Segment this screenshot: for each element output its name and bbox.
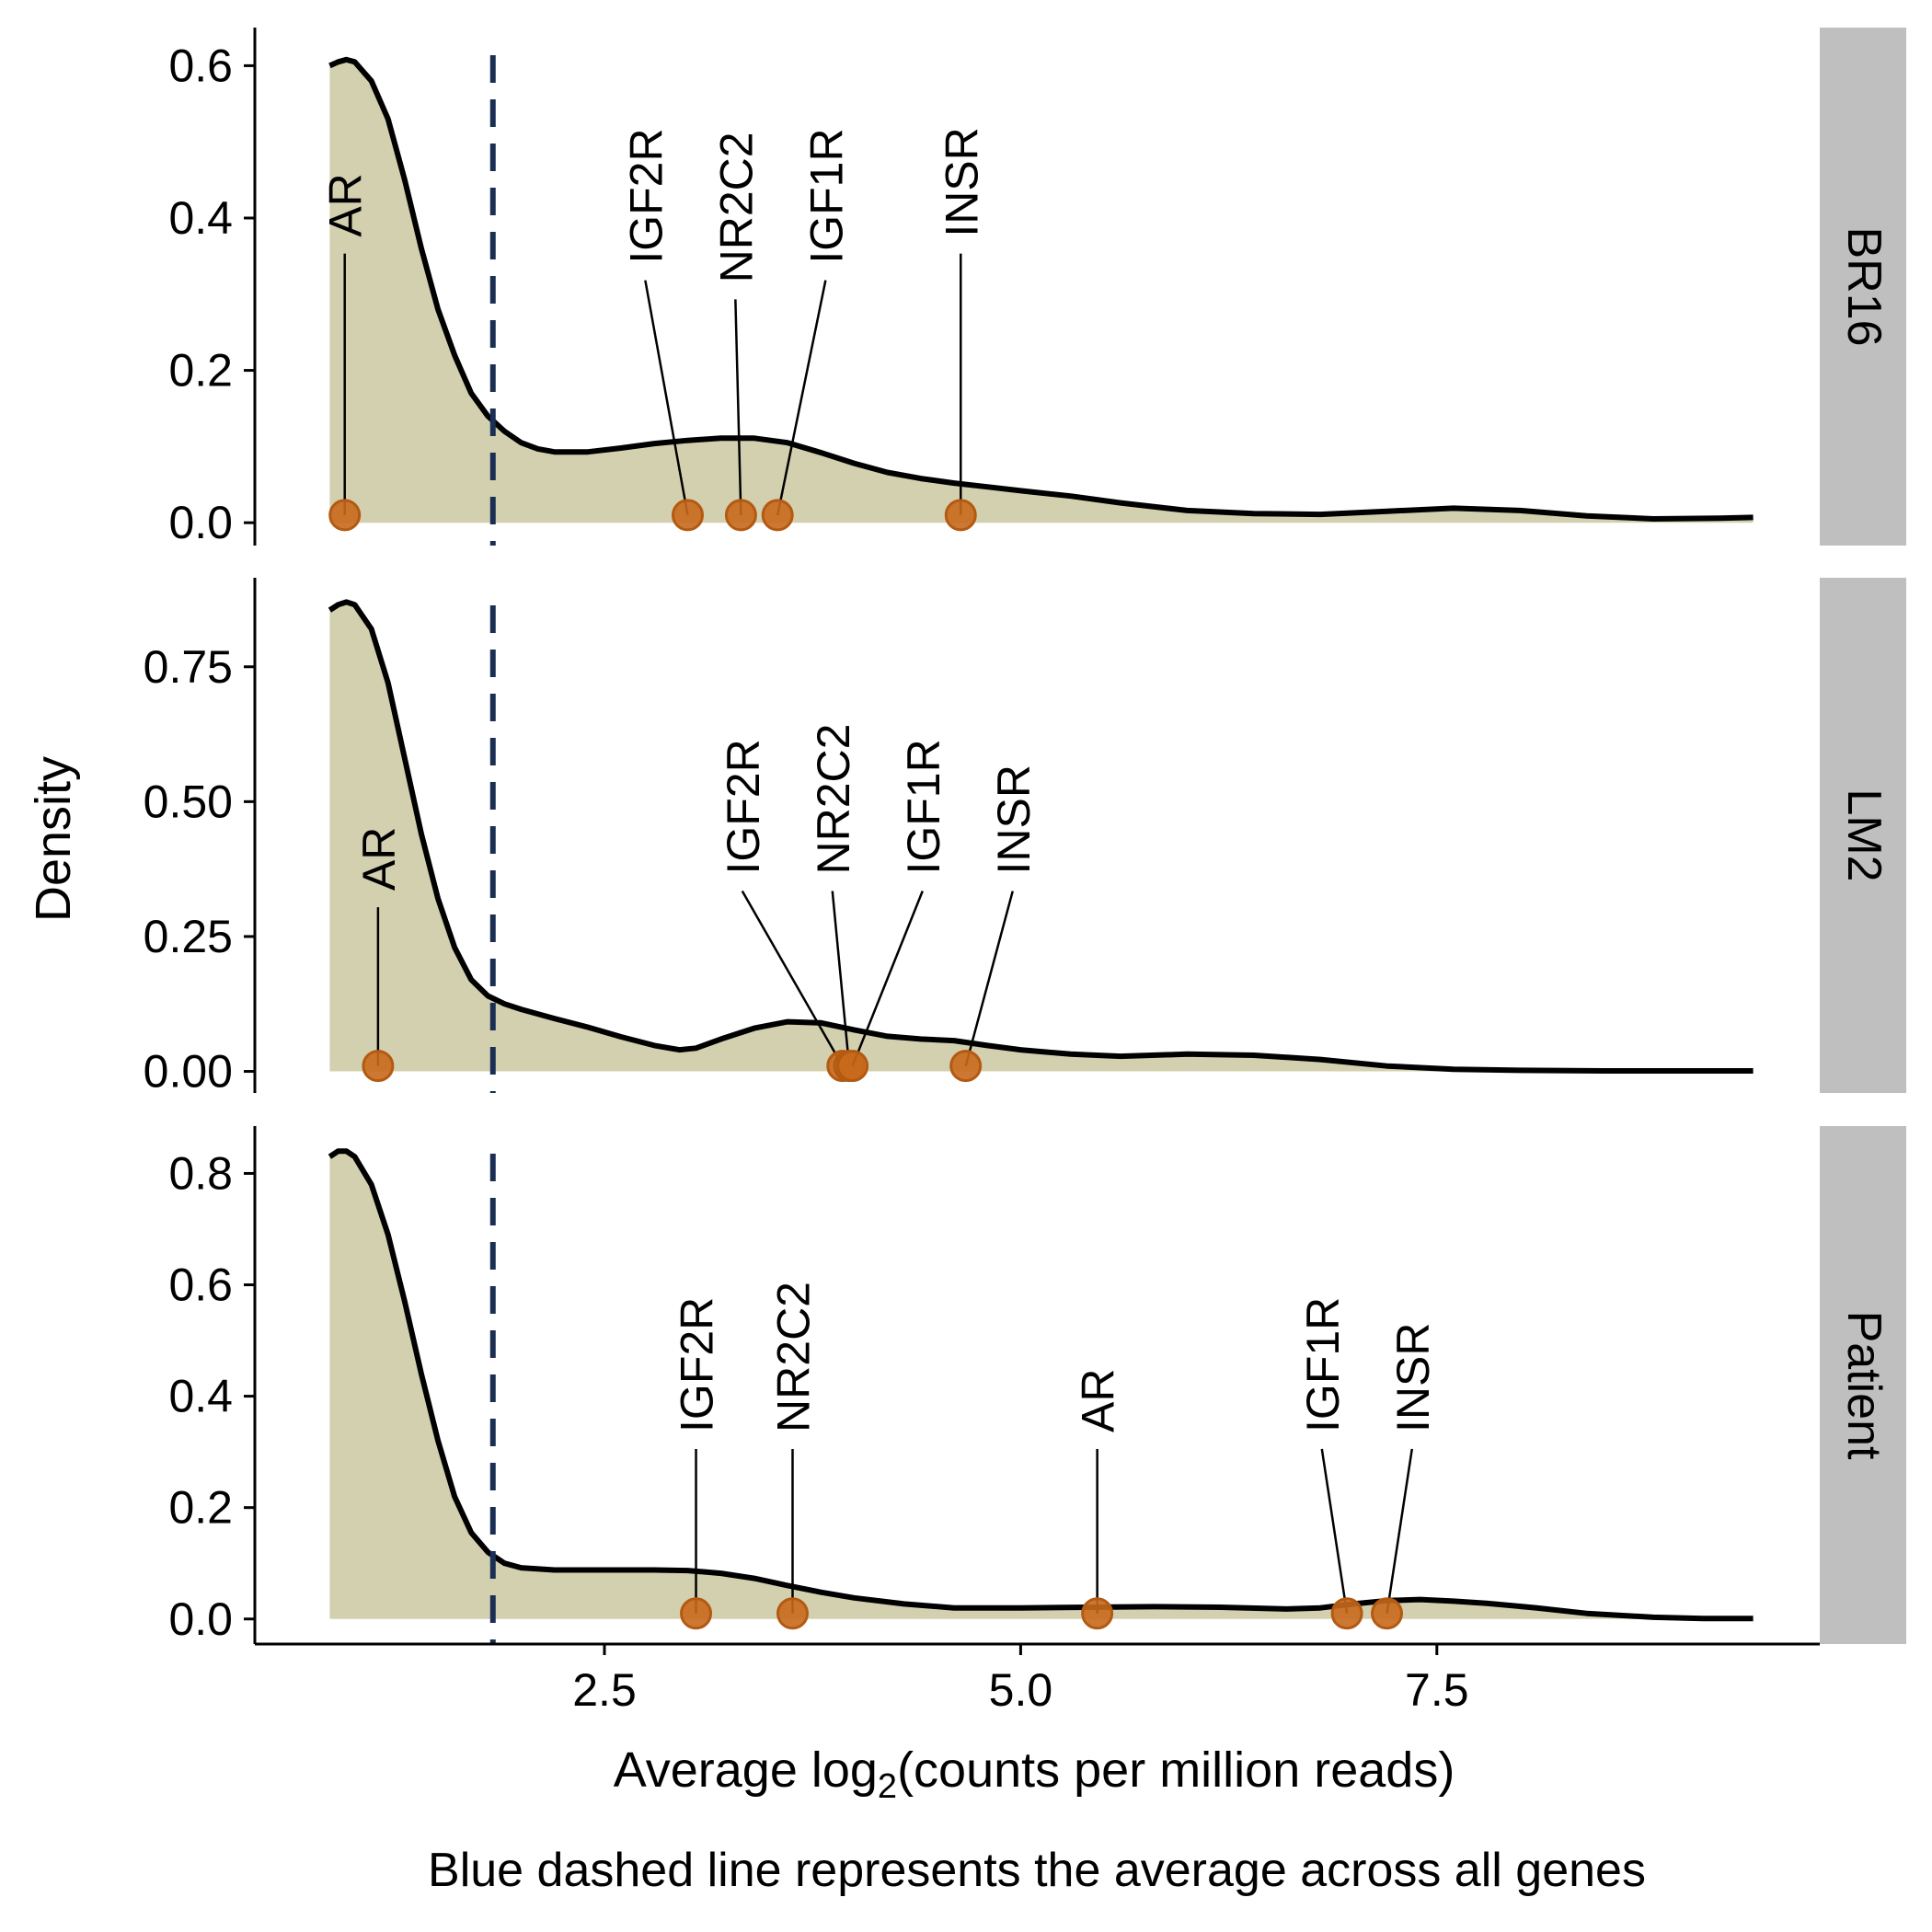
gene-label: NR2C2 <box>767 1282 819 1432</box>
density-fill <box>329 59 1754 523</box>
gene-leader-line <box>644 280 689 516</box>
gene-point <box>836 1050 869 1083</box>
gene-point <box>776 1597 809 1630</box>
facet-panel-br16: 0.0 0.2 0.4 0.6 AR IGF2R NR2C2 IGF1R INSR BR16 <box>168 28 1906 548</box>
gene-point <box>328 499 362 532</box>
y-tick-label: 0.6 <box>168 40 233 91</box>
y-tick-label: 0.25 <box>144 911 233 962</box>
gene-point <box>671 499 704 532</box>
gene-leader-line <box>741 890 844 1067</box>
gene-point <box>724 499 757 532</box>
gene-annotation-igf2r: IGF2R <box>672 1297 723 1630</box>
gene-label: IGF1R <box>800 128 852 263</box>
gene-annotation-nr2c2: NR2C2 <box>767 1282 819 1630</box>
gene-leader-line <box>1386 1448 1414 1614</box>
gene-label: NR2C2 <box>710 132 762 282</box>
facet-strip <box>1820 578 1906 1093</box>
gene-point <box>761 499 794 532</box>
x-axis: 2.5 5.0 7.5 <box>255 1642 1820 1716</box>
gene-annotation-insr: INSR <box>949 765 1040 1083</box>
chart-caption: Blue dashed line represents the average … <box>428 1844 1646 1897</box>
gene-point <box>1330 1597 1363 1630</box>
y-tick-label: 0.00 <box>144 1046 233 1098</box>
gene-label: INSR <box>936 127 987 236</box>
gene-label: AR <box>320 173 372 236</box>
gene-label: AR <box>1073 1368 1124 1432</box>
y-tick-label: 0.75 <box>144 641 233 693</box>
gene-annotation-ar: AR <box>353 827 405 1083</box>
gene-label: IGF1R <box>1297 1297 1349 1432</box>
gene-leader-line <box>964 891 1014 1067</box>
y-tick-label: 0.4 <box>168 1371 233 1422</box>
gene-point <box>680 1597 713 1630</box>
gene-leader-line <box>1320 1448 1349 1614</box>
x-axis-title-suffix: (counts per million reads) <box>897 1742 1455 1798</box>
facet-panel-patient: 0.0 0.2 0.4 0.6 0.8 IGF2R NR2C2 AR IGF1R INSR Pati… <box>168 1126 1906 1645</box>
gene-annotation-ar: AR <box>320 173 372 532</box>
facet-panel-lm2: 0.00 0.25 0.50 0.75 AR IGF2R NR2C2 IGF1R INSR LM2 <box>144 578 1906 1098</box>
gene-leader-line <box>776 280 827 516</box>
gene-annotation-igf1r: IGF1R <box>836 739 949 1083</box>
x-axis-title-subscript: 2 <box>878 1767 897 1806</box>
y-tick-label: 0.2 <box>168 345 233 397</box>
gene-point <box>362 1050 395 1083</box>
gene-label: INSR <box>1387 1322 1439 1432</box>
gene-label: INSR <box>988 765 1040 874</box>
gene-annotation-igf2r: IGF2R <box>718 739 859 1083</box>
x-tick-label: 7.5 <box>1405 1664 1469 1716</box>
facet-strip <box>1820 28 1906 546</box>
y-tick-label: 0.50 <box>144 776 233 827</box>
y-axis-title: Density <box>26 756 81 922</box>
gene-annotation-nr2c2: NR2C2 <box>710 132 762 532</box>
density-curve <box>328 599 1754 1074</box>
gene-annotation-igf2r: IGF2R <box>620 128 704 532</box>
y-tick-label: 0.4 <box>168 192 233 244</box>
gene-leader-line <box>831 891 851 1066</box>
density-fill <box>329 1151 1754 1619</box>
gene-leader-line <box>734 299 742 515</box>
gene-annotation-insr: INSR <box>1371 1322 1439 1630</box>
y-tick-label: 0.6 <box>168 1259 233 1311</box>
gene-point <box>949 1050 983 1083</box>
x-tick-label: 5.0 <box>989 1664 1053 1716</box>
gene-label: NR2C2 <box>808 724 859 875</box>
gene-point <box>944 499 977 532</box>
gene-point <box>1081 1597 1114 1630</box>
facet-strip-label: LM2 <box>1837 788 1891 881</box>
facet-panels: 0.00.20.40.6AR IGF2R NR2C2 IGF1R INSRBR160.0… <box>144 28 1906 1645</box>
gene-label: AR <box>353 827 405 891</box>
y-tick-label: 0.0 <box>168 497 233 548</box>
gene-label: IGF1R <box>898 739 949 874</box>
gene-label: IGF2R <box>620 128 672 263</box>
gene-annotation-insr: INSR <box>936 127 987 532</box>
gene-annotation-nr2c2: NR2C2 <box>808 724 866 1083</box>
gene-annotation-igf1r: IGF1R <box>1297 1297 1363 1630</box>
gene-leader-line <box>851 891 924 1067</box>
density-curve <box>328 56 1754 522</box>
x-axis-title: Average log2(counts per million reads) <box>614 1742 1455 1806</box>
x-tick-label: 2.5 <box>572 1664 637 1716</box>
density-fill <box>329 602 1754 1072</box>
y-tick-label: 0.0 <box>168 1593 233 1645</box>
gene-label: IGF2R <box>718 739 769 874</box>
facet-strip-label: Patient <box>1837 1311 1891 1460</box>
density-curve <box>328 1148 1754 1622</box>
y-tick-label: 0.8 <box>168 1147 233 1199</box>
gene-point <box>1371 1597 1404 1630</box>
x-axis-title-prefix: Average log <box>614 1742 878 1798</box>
gene-annotation-ar: AR <box>1073 1368 1124 1630</box>
facet-strip-label: BR16 <box>1837 226 1891 346</box>
gene-label: IGF2R <box>672 1297 723 1432</box>
facet-strip <box>1820 1126 1906 1644</box>
gene-annotation-igf1r: IGF1R <box>761 128 852 532</box>
y-tick-label: 0.2 <box>168 1482 233 1534</box>
